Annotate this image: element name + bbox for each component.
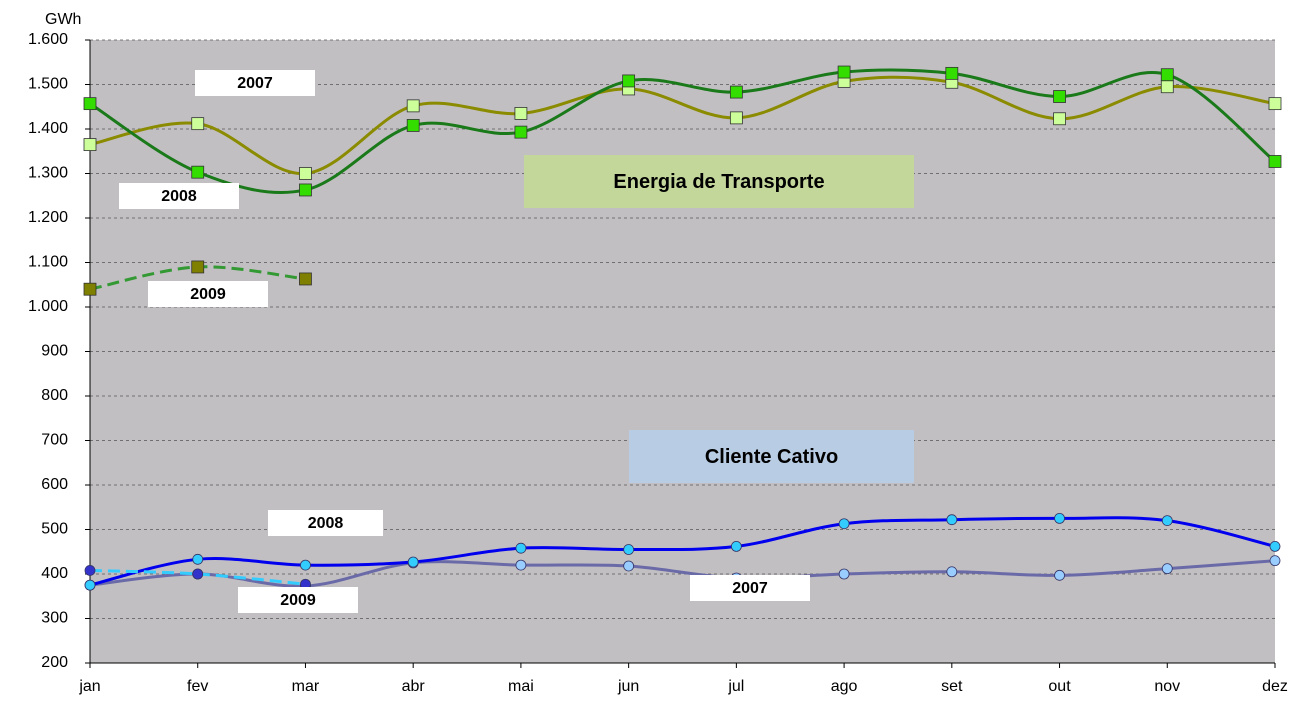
series-line [89, 559, 1276, 588]
marker [946, 566, 958, 578]
plot-area [90, 40, 1275, 663]
marker [837, 65, 851, 79]
annotation: 2009 [190, 286, 226, 303]
annotation: 2008 [308, 515, 344, 532]
annotation-box [148, 281, 268, 307]
marker [729, 111, 743, 125]
x-tick-label: dez [1262, 678, 1288, 695]
x-tick-label: abr [402, 678, 426, 695]
annotation-box [195, 70, 315, 96]
marker [84, 565, 96, 576]
marker [514, 125, 528, 139]
y-tick-label: 1.500 [28, 76, 68, 93]
x-tick-label: jan [78, 678, 100, 695]
y-tick-label: 200 [41, 654, 68, 671]
marker [191, 117, 205, 131]
x-tick-label: ago [831, 678, 858, 695]
annotation: 2009 [280, 592, 316, 609]
marker [514, 107, 528, 120]
marker [1054, 569, 1065, 581]
annotation: 2008 [161, 188, 197, 205]
x-tick-label: set [941, 678, 963, 695]
annotation: 2007 [732, 580, 768, 597]
marker [1053, 112, 1066, 126]
y-tick-label: 400 [41, 565, 68, 582]
marker [1268, 155, 1282, 168]
y-tick-label: 1.100 [28, 254, 68, 271]
marker [299, 183, 312, 197]
x-tick-label: jul [727, 678, 744, 695]
x-tick-label: nov [1154, 678, 1180, 695]
marker [1161, 563, 1173, 575]
y-tick-label: 1.200 [28, 209, 68, 226]
y-tick-label: 600 [41, 476, 68, 493]
y-tick-label: 300 [41, 610, 68, 627]
x-tick-label: out [1048, 678, 1071, 695]
y-tick-label: 800 [41, 387, 68, 404]
marker [1160, 68, 1174, 82]
marker [83, 97, 97, 111]
marker [1269, 541, 1281, 552]
marker [515, 559, 527, 571]
y-tick-label: 1.000 [28, 298, 68, 315]
marker [1053, 90, 1066, 103]
annotation-box [238, 587, 358, 613]
series-line [89, 516, 1276, 587]
annotation-box [119, 183, 239, 209]
y-axis-label: GWh [45, 11, 81, 28]
annotation-box [524, 155, 914, 208]
series-line [89, 568, 306, 586]
annotation-box [690, 575, 810, 601]
marker [946, 514, 958, 526]
marker [83, 282, 97, 296]
x-tick-label: mar [292, 678, 320, 695]
y-tick-label: 500 [41, 521, 68, 538]
x-tick-label: fev [187, 678, 208, 695]
annotation-box [629, 430, 914, 483]
marker [838, 568, 850, 580]
y-tick-label: 1.400 [28, 120, 68, 137]
marker [945, 66, 959, 80]
annotation: Cliente Cativo [705, 446, 838, 468]
marker [192, 553, 204, 565]
y-tick-label: 1.300 [28, 165, 68, 182]
marker [1268, 97, 1282, 111]
marker [406, 99, 420, 113]
marker [1161, 515, 1173, 526]
x-tick-label: jun [617, 678, 639, 695]
y-tick-label: 700 [41, 432, 68, 449]
annotation: Energia de Transporte [613, 171, 824, 193]
marker [1054, 512, 1065, 524]
marker [1269, 555, 1281, 567]
marker [623, 544, 635, 555]
marker [300, 559, 311, 571]
marker [299, 167, 312, 180]
marker [192, 568, 204, 580]
series-line [89, 75, 1276, 176]
marker [299, 272, 312, 286]
marker [622, 74, 636, 88]
annotation: 2007 [237, 75, 273, 92]
y-tick-label: 1.600 [28, 31, 68, 48]
series-line [89, 68, 1276, 194]
marker [84, 579, 96, 591]
marker [729, 85, 743, 99]
marker [83, 138, 97, 151]
annotation-box [268, 510, 383, 536]
marker [191, 260, 205, 274]
marker [515, 542, 527, 554]
marker [730, 541, 742, 552]
marker [1160, 80, 1174, 94]
marker [623, 560, 635, 572]
x-tick-label: mai [508, 678, 534, 695]
y-tick-label: 900 [41, 343, 68, 360]
marker [407, 556, 419, 568]
marker [191, 165, 205, 179]
marker [406, 119, 420, 132]
marker [838, 518, 850, 530]
